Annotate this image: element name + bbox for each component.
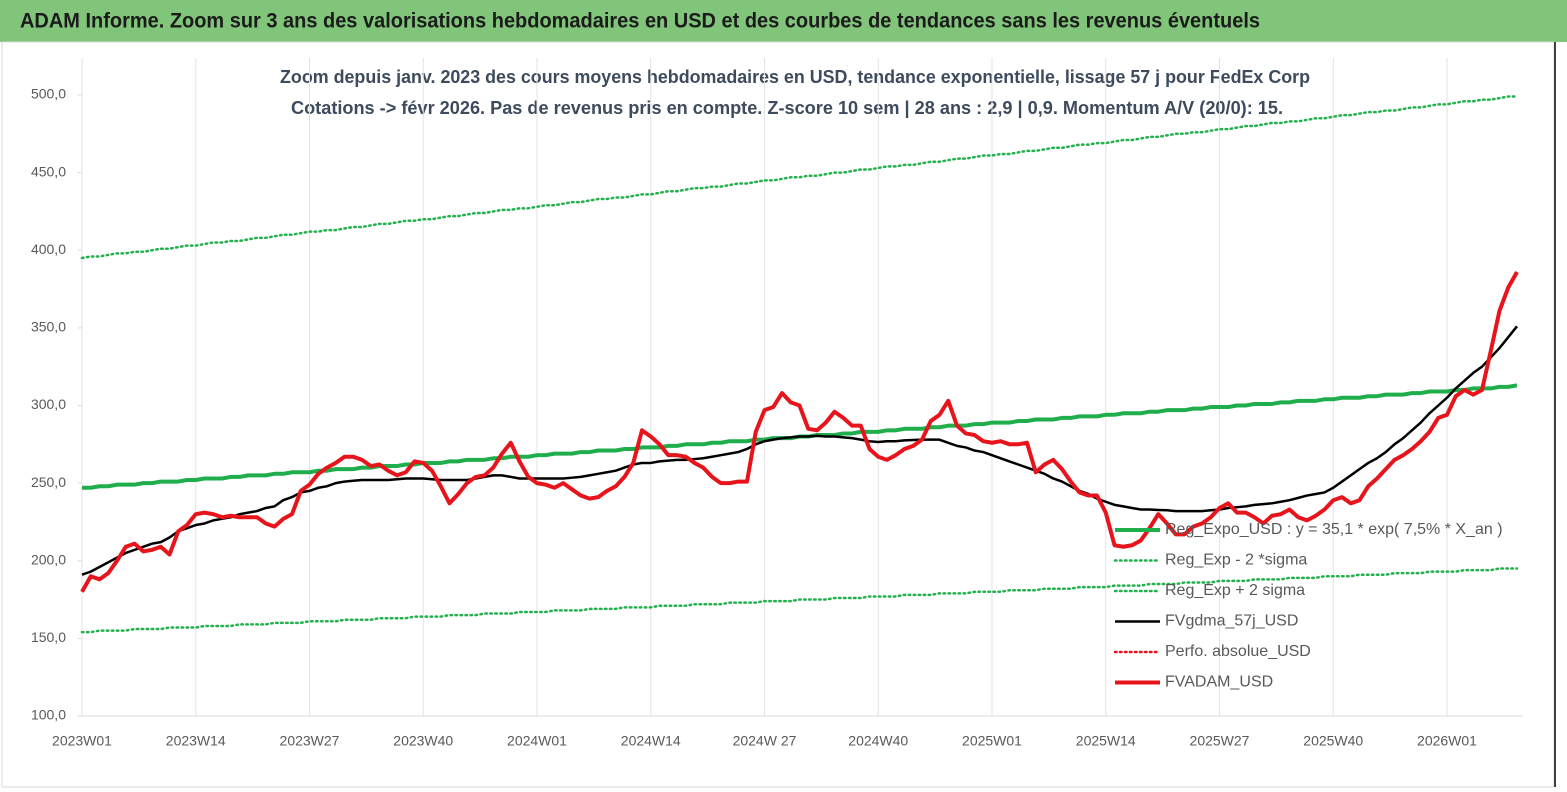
x-tick-label: 2023W01 bbox=[52, 733, 112, 749]
legend-label: Reg_Exp - 2 *sigma bbox=[1165, 552, 1307, 569]
y-tick-label: 100,0 bbox=[31, 707, 66, 723]
chart-subtitle: Cotations -> févr 2026. Pas de revenus p… bbox=[291, 98, 1283, 118]
legend-label: Reg_Expo_USD : y = 35,1 * exp( 7,5% * X_… bbox=[1165, 521, 1503, 538]
y-tick-label: 200,0 bbox=[31, 551, 66, 567]
x-tick-label: 2024W 27 bbox=[733, 733, 797, 749]
x-tick-label: 2023W27 bbox=[280, 733, 340, 749]
x-tick-label: 2026W01 bbox=[1417, 733, 1477, 749]
y-tick-label: 400,0 bbox=[31, 241, 66, 257]
series-line bbox=[81, 325, 1518, 576]
y-tick-label: 350,0 bbox=[31, 319, 66, 335]
x-tick-label: 2024W01 bbox=[507, 733, 567, 749]
x-tick-label: 2025W27 bbox=[1190, 733, 1250, 749]
y-tick-label: 300,0 bbox=[31, 396, 66, 412]
header-bar bbox=[0, 0, 1567, 42]
legend-label: FVADAM_USD bbox=[1165, 674, 1273, 691]
y-tick-label: 500,0 bbox=[31, 86, 66, 102]
y-tick-label: 450,0 bbox=[31, 163, 66, 179]
x-tick-label: 2023W14 bbox=[166, 733, 226, 749]
series-line bbox=[80, 567, 1519, 634]
series-line bbox=[80, 271, 1519, 593]
x-tick-label: 2024W14 bbox=[621, 733, 681, 749]
y-tick-label: 250,0 bbox=[31, 474, 66, 490]
x-tick-label: 2023W40 bbox=[393, 733, 453, 749]
y-tick-label: 150,0 bbox=[31, 629, 66, 645]
x-tick-label: 2025W01 bbox=[962, 733, 1022, 749]
legend-label: Reg_Exp + 2 sigma bbox=[1165, 582, 1305, 599]
series-line bbox=[80, 95, 1519, 260]
x-tick-label: 2024W40 bbox=[848, 733, 908, 749]
x-tick-label: 2025W40 bbox=[1303, 733, 1363, 749]
x-tick-label: 2025W14 bbox=[1076, 733, 1136, 749]
chart-frame bbox=[1, 41, 1555, 788]
legend-label: Perfo. absolue_USD bbox=[1165, 643, 1311, 660]
chart-title: ADAM Informe. Zoom sur 3 ans des valoris… bbox=[20, 10, 1260, 33]
legend-label: FVgdma_57j_USD bbox=[1165, 613, 1298, 630]
chart-subtitle: Zoom depuis janv. 2023 des cours moyens … bbox=[280, 67, 1310, 87]
